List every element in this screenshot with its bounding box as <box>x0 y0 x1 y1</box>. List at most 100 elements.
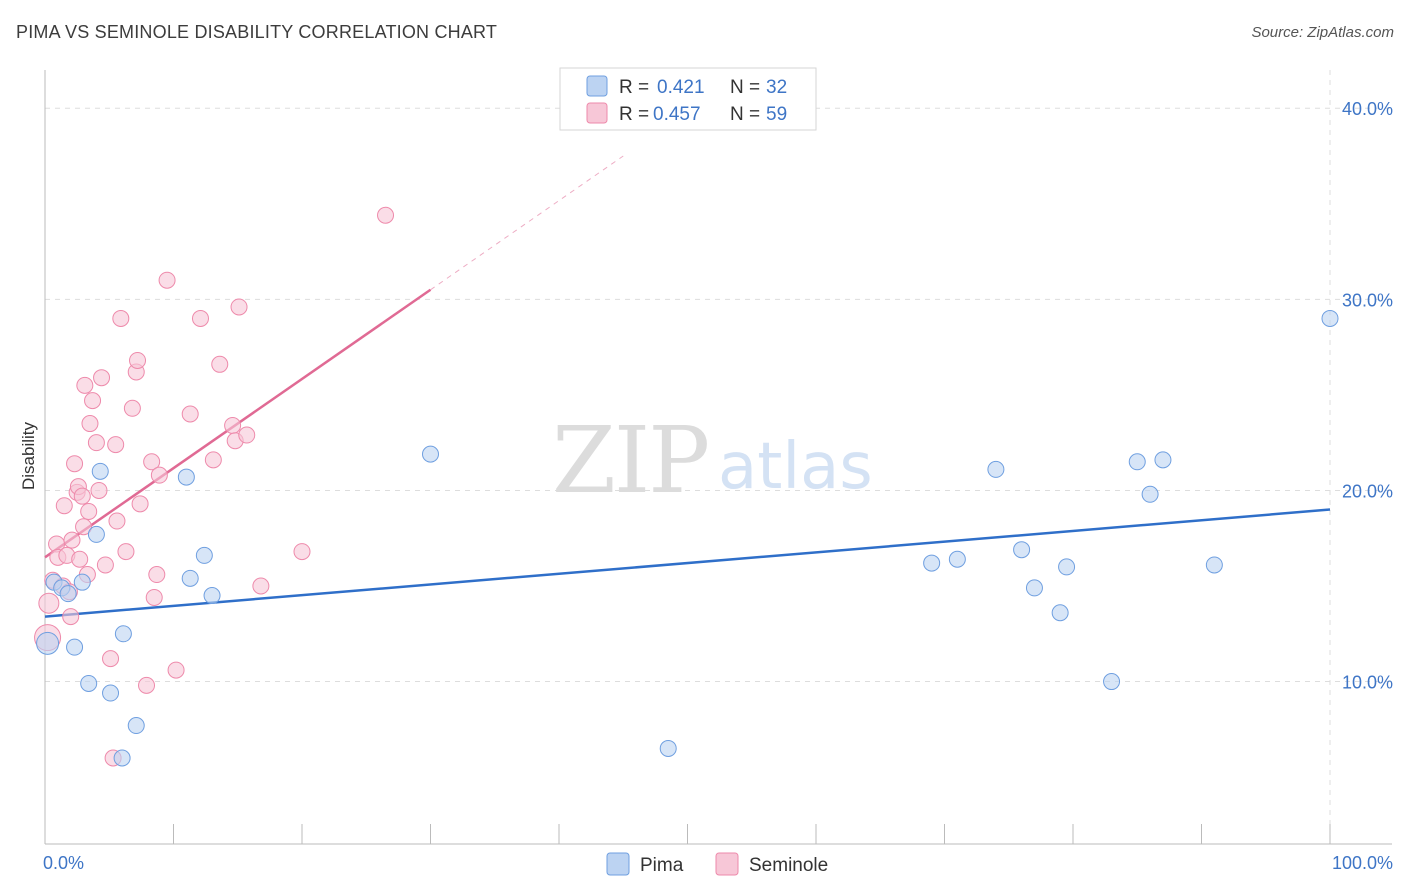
pima-point-10 <box>113 749 131 767</box>
seminole-point-16 <box>75 518 93 536</box>
x-tick-label-0: 0.0% <box>43 853 84 873</box>
pima-point-15 <box>195 546 213 564</box>
pima-trend-line <box>44 508 1331 618</box>
pima-point-18 <box>659 739 677 757</box>
chart-title: PIMA VS SEMINOLE DISABILITY CORRELATION … <box>16 22 498 42</box>
pima-point-20 <box>948 550 966 568</box>
pima-point-16 <box>203 587 221 605</box>
seminole-point-44 <box>191 309 209 327</box>
legend-swatch-seminole <box>586 102 608 124</box>
axes <box>44 70 1392 845</box>
seminole-point-20 <box>81 415 99 433</box>
seminole-point-35 <box>131 495 149 513</box>
bottom-legend: Pima Seminole <box>606 852 828 876</box>
seminole-point-41 <box>158 271 176 289</box>
gridlines <box>45 70 1392 844</box>
pima-point-17 <box>422 445 439 463</box>
pima-point-5 <box>73 573 91 591</box>
pima-point-29 <box>1154 451 1172 469</box>
legend-n-label-pima: N = <box>730 77 760 98</box>
pima-point-27 <box>1128 453 1146 471</box>
seminole-point-42 <box>167 661 185 679</box>
bottom-legend-swatch-seminole <box>715 852 739 876</box>
pima-point-13 <box>177 468 195 486</box>
seminole-point-45 <box>204 451 222 469</box>
pima-point-25 <box>1058 558 1076 576</box>
bottom-legend-swatch-pima <box>606 852 630 876</box>
legend-n-label-seminole: N = <box>730 104 760 125</box>
seminole-point-49 <box>230 298 248 316</box>
seminole-point-47 <box>224 416 242 434</box>
seminole-point-19 <box>80 502 98 520</box>
seminole-point-46 <box>211 355 229 373</box>
bottom-legend-pima: Pima <box>640 855 684 876</box>
pima-point-6 <box>80 674 98 692</box>
pima-point-4 <box>66 638 84 656</box>
legend-n-value-seminole: 59 <box>766 104 787 125</box>
seminole-point-15 <box>73 487 91 505</box>
seminole-point-9 <box>62 608 80 626</box>
bottom-legend-seminole: Seminole <box>749 855 828 876</box>
pima-point-14 <box>181 569 199 587</box>
pima-point-8 <box>91 462 109 480</box>
pima-point-22 <box>1013 541 1031 559</box>
data-points <box>34 206 1339 767</box>
seminole-point-6 <box>55 497 73 515</box>
tick-labels: 10.0% 20.0% 30.0% 40.0% 0.0% 100.0% <box>43 99 1393 873</box>
seminole-point-14 <box>71 550 89 568</box>
legend-r-label-seminole: R = <box>619 104 649 125</box>
legend-r-value-pima: 0.421 <box>657 77 705 98</box>
seminole-point-36 <box>138 676 156 694</box>
seminole-point-43 <box>181 405 199 423</box>
seminole-point-10 <box>63 531 81 549</box>
seminole-point-31 <box>117 543 135 561</box>
pima-point-31 <box>1321 309 1339 327</box>
pima-point-23 <box>1025 579 1043 597</box>
seminole-point-21 <box>84 392 102 410</box>
watermark-atlas: atlas <box>718 430 873 504</box>
pima-point-11 <box>114 625 132 643</box>
seminole-point-34 <box>129 351 147 369</box>
legend-r-label-pima: R = <box>619 77 649 98</box>
pima-point-3 <box>59 585 77 603</box>
seminole-point-28 <box>107 436 125 454</box>
y-tick-label-2: 30.0% <box>1342 290 1393 310</box>
seminole-point-32 <box>123 399 141 417</box>
y-axis-label: Disability <box>19 421 38 490</box>
seminole-point-51 <box>252 577 270 595</box>
x-tick-label-1: 100.0% <box>1332 853 1393 873</box>
seminole-point-40 <box>150 466 168 484</box>
y-tick-label-1: 20.0% <box>1342 481 1393 501</box>
source-label: Source: ZipAtlas.com <box>1251 24 1394 41</box>
seminole-point-38 <box>145 588 163 606</box>
seminole-point-11 <box>66 455 84 473</box>
seminole-point-37 <box>143 453 161 471</box>
pima-point-21 <box>987 460 1005 478</box>
watermark: ZIP atlas <box>552 407 873 514</box>
seminole-point-39 <box>148 566 166 584</box>
legend-swatch-pima <box>586 75 608 97</box>
watermark-zip: ZIP <box>552 407 708 514</box>
seminole-point-1 <box>38 592 60 614</box>
pima-point-28 <box>1141 485 1159 503</box>
pima-point-24 <box>1051 604 1069 622</box>
seminole-point-52 <box>293 543 311 561</box>
seminole-point-29 <box>108 512 126 530</box>
legend-n-value-pima: 32 <box>766 77 787 98</box>
pima-point-7 <box>87 525 105 543</box>
seminole-point-17 <box>76 376 94 394</box>
seminole-point-25 <box>96 556 114 574</box>
pima-point-9 <box>102 684 120 702</box>
y-tick-label-3: 40.0% <box>1342 99 1393 119</box>
pima-point-19 <box>923 554 941 572</box>
seminole-point-50 <box>238 426 256 444</box>
seminole-point-22 <box>87 434 105 452</box>
legend-box: R = 0.421 N = 32 R = 0.457 N = 59 <box>559 67 817 131</box>
legend-r-value-seminole: 0.457 <box>653 104 701 125</box>
pima-point-12 <box>127 717 145 735</box>
seminole-point-26 <box>102 650 120 668</box>
seminole-point-53 <box>377 206 395 224</box>
seminole-point-30 <box>112 309 130 327</box>
pima-point-26 <box>1103 673 1121 691</box>
